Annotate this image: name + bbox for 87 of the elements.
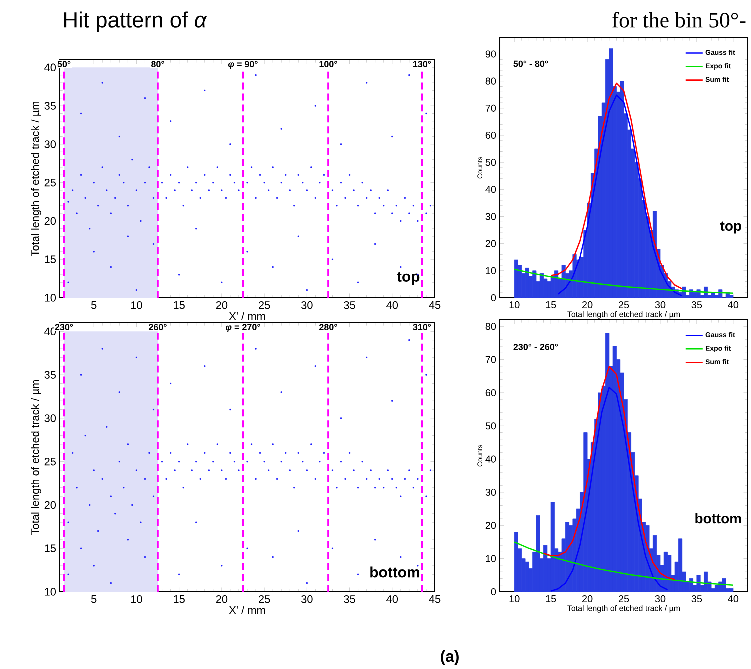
x-tick-label: 15 (546, 596, 556, 603)
annotation: 260° (149, 324, 167, 331)
y-axis-title: Total length of etched track / µm (31, 380, 42, 536)
y-tick-label: 50 (486, 159, 496, 166)
y-tick-label: 30 (44, 140, 56, 148)
x-tick-label: 20 (216, 302, 228, 310)
y-tick-label: 20 (44, 218, 56, 226)
x-tick-label: 40 (728, 596, 739, 603)
y-tick-label: 60 (486, 390, 496, 397)
x-tick-label: 15 (546, 302, 556, 309)
x-tick-label: 10 (510, 596, 520, 603)
chart-title: for the bin 50°- (612, 12, 746, 28)
y-tick-label: 80 (486, 323, 496, 330)
annotation: φ = 90° (228, 61, 258, 70)
x-tick-label: 10 (131, 596, 142, 604)
y-tick-label: 10 (486, 268, 496, 275)
y-tick-label: 40 (44, 64, 56, 72)
x-tick-label: 20 (582, 302, 593, 309)
annotation: bottom (696, 514, 742, 524)
y-tick-label: 40 (486, 186, 496, 194)
x-tick-label: 25 (618, 596, 630, 603)
x-tick-label: 45 (429, 596, 441, 604)
x-tick-label: 25 (259, 596, 270, 604)
y-tick-label: 30 (44, 414, 56, 422)
annotation: top (397, 272, 420, 286)
annotation: φ = 270° (226, 324, 260, 332)
annotation: 50° - 80° (514, 60, 548, 68)
x-tick-label: 25 (259, 302, 270, 310)
x-tick-label: 45 (429, 302, 441, 310)
y-tick-label: 10 (45, 294, 56, 302)
x-tick-label: 40 (728, 302, 739, 309)
annotation: 230° (55, 324, 74, 331)
y-tick-label: 15 (45, 544, 56, 553)
x-tick-label: 10 (510, 302, 520, 309)
x-tick-label: 15 (174, 302, 185, 310)
x-tick-label: 35 (344, 302, 356, 310)
x-tick-label: 5 (91, 596, 97, 604)
annotation: 310° (413, 324, 432, 331)
x-tick-label: 30 (301, 596, 313, 604)
y-tick-label: 30 (486, 489, 496, 496)
chart-title: Hit pattern of α (64, 12, 208, 32)
annotation: 100° (320, 61, 338, 68)
y-tick-label: 35 (44, 371, 56, 380)
y-tick-label: 25 (44, 179, 56, 187)
x-tick-label: 10 (131, 302, 142, 310)
x-tick-label: 40 (386, 596, 398, 604)
y-tick-label: 0 (491, 588, 496, 596)
y-tick-label: 80 (486, 78, 496, 86)
x-axis-title: X' / mm (229, 312, 266, 320)
annotation: bottom (370, 566, 420, 578)
y-tick-label: 0 (491, 294, 496, 302)
y-tick-label: 40 (486, 456, 496, 464)
y-tick-label: 35 (44, 102, 56, 110)
x-tick-label: 20 (216, 596, 228, 604)
x-tick-label: 35 (692, 302, 702, 309)
annotation: 130° (414, 61, 432, 68)
x-tick-label: 25 (618, 302, 630, 309)
y-tick-label: 20 (44, 502, 56, 510)
annotation: 280° (320, 324, 338, 331)
y-tick-label: 20 (486, 240, 496, 248)
x-tick-label: 30 (655, 302, 666, 309)
y-tick-label: 30 (486, 213, 496, 220)
annotation: 230° - 260° (514, 344, 558, 351)
x-tick-label: 35 (692, 596, 702, 603)
y-tick-label: 10 (486, 555, 496, 563)
y-tick-label: 60 (486, 132, 496, 140)
x-tick-label: 40 (386, 302, 398, 310)
y-tick-label: 90 (486, 50, 496, 58)
x-tick-label: 5 (91, 302, 97, 310)
y-tick-label: 25 (44, 458, 56, 466)
x-tick-label: 15 (174, 596, 185, 604)
y-tick-label: 50 (486, 422, 496, 430)
x-tick-label: 20 (582, 596, 593, 603)
annotation: 80° (152, 61, 164, 68)
x-tick-label: 30 (655, 596, 666, 603)
x-axis-title: X' / mm (229, 606, 266, 614)
y-axis-title: Total length of etched track / µm (31, 102, 42, 257)
y-tick-label: 70 (486, 356, 496, 364)
annotation: 50° (58, 61, 71, 68)
x-tick-label: 30 (301, 302, 313, 310)
y-tick-label: 15 (45, 256, 56, 264)
x-tick-label: 35 (344, 596, 356, 604)
text: (a) (441, 650, 459, 666)
y-tick-label: 20 (486, 522, 496, 530)
annotation: top (720, 222, 742, 234)
y-tick-label: 70 (486, 105, 496, 112)
y-tick-label: 10 (45, 588, 56, 596)
